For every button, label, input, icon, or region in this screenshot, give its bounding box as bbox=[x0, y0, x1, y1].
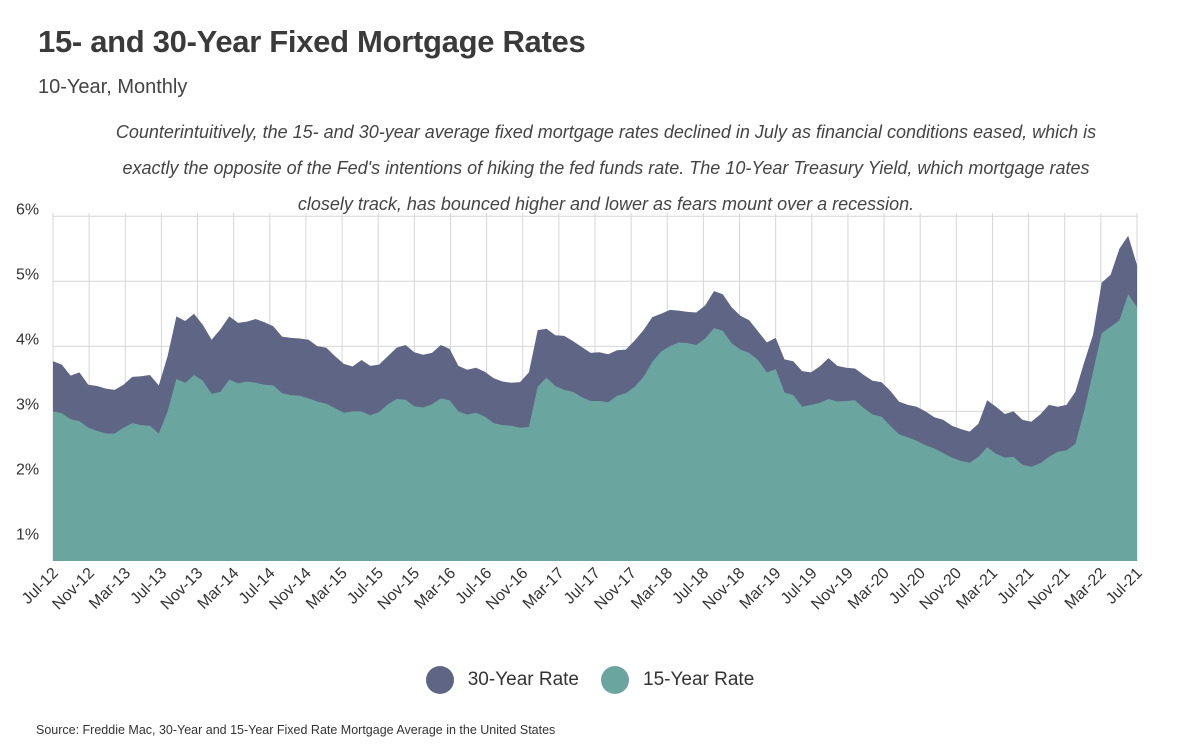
x-tick-label: Mar-18 bbox=[628, 565, 676, 613]
y-tick-label: 5% bbox=[16, 266, 39, 283]
legend-swatch-15-year bbox=[601, 666, 629, 694]
x-tick-label: Mar-21 bbox=[953, 565, 1001, 613]
x-tick-label: Mar-17 bbox=[520, 565, 568, 613]
legend-item-30-year[interactable]: 30-Year Rate bbox=[425, 666, 579, 694]
legend-label-30-year: 30-Year Rate bbox=[467, 669, 579, 690]
y-tick-label: 2% bbox=[16, 461, 39, 478]
x-tick-label: Mar-16 bbox=[411, 565, 459, 613]
legend-label-15-year: 15-Year Rate bbox=[643, 669, 755, 690]
x-tick-label: Mar-14 bbox=[195, 565, 243, 613]
x-tick-label: Mar-22 bbox=[1062, 565, 1110, 613]
chart-annotation: Counterintuitively, the 15- and 30-year … bbox=[115, 122, 1097, 214]
y-tick-label: 3% bbox=[16, 396, 39, 413]
source-note: Source: Freddie Mac, 30-Year and 15-Year… bbox=[36, 723, 556, 737]
y-tick-label: 6% bbox=[16, 201, 39, 218]
chart-subtitle: 10-Year, Monthly bbox=[38, 76, 188, 98]
legend-item-15-year[interactable]: 15-Year Rate bbox=[601, 666, 754, 694]
y-tick-label: 1% bbox=[16, 526, 39, 543]
x-tick-label: Mar-20 bbox=[845, 565, 893, 613]
series-area-15-year bbox=[53, 294, 1137, 561]
x-tick-label: Jul-21 bbox=[1103, 565, 1146, 608]
legend-swatch-30-year bbox=[425, 666, 454, 694]
x-tick-label: Mar-15 bbox=[303, 565, 351, 613]
y-tick-label: 4% bbox=[16, 331, 39, 348]
chart-legend: 30-Year Rate 15-Year Rate bbox=[0, 666, 1180, 694]
x-tick-label: Mar-13 bbox=[86, 565, 134, 613]
mortgage-rates-area-chart: 6%5%4%3%2%1%Jul-12Nov-12Mar-13Jul-13Nov-… bbox=[16, 201, 1146, 613]
chart-title: 15- and 30-Year Fixed Mortgage Rates bbox=[38, 24, 586, 59]
x-tick-label: Mar-19 bbox=[737, 565, 785, 613]
